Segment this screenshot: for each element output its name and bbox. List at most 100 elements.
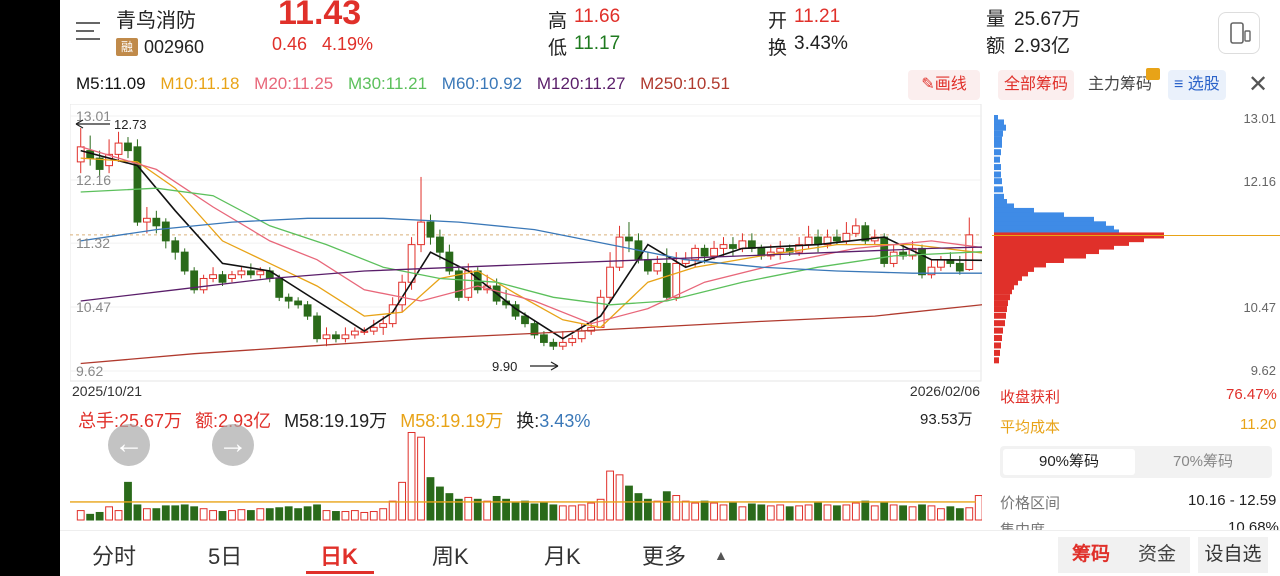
prev-arrow-button[interactable]: ← <box>108 424 150 466</box>
chip-bar <box>994 312 1006 319</box>
chip-bar <box>994 156 1000 163</box>
chip-bar <box>994 119 1004 126</box>
amount-label: 额 <box>986 36 1006 57</box>
volume-bar <box>445 493 454 521</box>
volume-bar <box>180 504 189 521</box>
volume-bar <box>341 511 350 521</box>
candle-body <box>833 236 841 242</box>
axis-labels-group: 13.01 12.16 11.32 10.47 9.62 12.73 9.90 2025/10… <box>72 108 980 399</box>
candle-body <box>662 262 671 298</box>
arrow-left-icon: ← <box>114 427 144 460</box>
volume-bar <box>464 496 473 521</box>
candle-body <box>672 262 681 298</box>
chip-bar <box>994 270 1028 277</box>
volume-bar <box>587 502 596 521</box>
volume-bar <box>965 507 974 521</box>
volume-bar <box>880 502 889 521</box>
high-arrow-head <box>75 119 84 129</box>
chip-bar <box>994 178 1002 185</box>
avg-cost-label: 平均成本 <box>1000 419 1061 436</box>
tab-monthly-k[interactable]: 月K <box>544 544 581 569</box>
chip-bar <box>994 320 1005 327</box>
chip-price-labels: 13.01 12.16 10.47 9.62 <box>1243 111 1276 378</box>
left-black-bar <box>0 0 60 576</box>
m20-line <box>80 146 982 325</box>
chip-bar <box>994 243 1114 250</box>
tab-5day[interactable]: 5日 <box>208 544 243 569</box>
volume-bar <box>303 506 312 521</box>
candle-body <box>161 221 170 242</box>
volume-bar <box>653 500 662 521</box>
volume-turn-label: 换: <box>516 411 540 431</box>
tab-more[interactable]: 更多 <box>642 544 687 569</box>
chip-percent-tabs: 90%筹码 70%筹码 <box>1000 446 1272 478</box>
ma-legend: M5:11.09 M10:11.18 M20:11.25 M30:11.21 M… <box>76 74 740 94</box>
candle-body <box>171 240 180 253</box>
volume-bar <box>672 495 681 521</box>
range-label: 价格区间 <box>1000 495 1061 512</box>
caret-up-icon[interactable]: ▲ <box>714 547 728 563</box>
tab-all-chips[interactable]: 全部筹码 <box>998 70 1075 100</box>
chip-bar <box>994 265 1034 272</box>
next-arrow-button[interactable]: → <box>212 424 254 466</box>
candle-body <box>521 315 529 325</box>
volume-m58-label: M58:19.19万 <box>284 411 388 431</box>
volume-total-label: 总手:25.67万 <box>78 411 183 431</box>
add-watchlist-button[interactable]: 设自选 <box>1198 537 1268 573</box>
chip-histogram: 13.01 12.16 10.47 9.62 <box>992 111 1280 378</box>
volume-bar <box>643 498 652 521</box>
volume-bar <box>209 510 217 521</box>
candle-body <box>729 244 737 249</box>
tab-90-chips[interactable]: 90%筹码 <box>1003 449 1135 475</box>
candle-body <box>256 270 265 276</box>
candlestick-chart[interactable]: 13.01 12.16 11.32 10.47 9.62 12.73 9.90 2025/10… <box>70 104 982 404</box>
y-tick-label: 13.01 <box>76 108 111 124</box>
candle-body <box>284 296 293 302</box>
volume-bar <box>908 506 917 521</box>
candle-body <box>237 270 246 276</box>
draw-line-button[interactable]: ✎画线 <box>908 70 980 100</box>
toolbox-button[interactable] <box>1218 12 1260 54</box>
volume-bar <box>710 502 718 521</box>
chip-bar <box>994 335 1002 342</box>
tab-weekly-k[interactable]: 周K <box>432 544 469 569</box>
volume-bar <box>171 505 180 521</box>
volume-bar <box>833 505 841 521</box>
tab-daily-k[interactable]: 日K <box>320 544 358 569</box>
draw-line-label: 画线 <box>934 76 967 93</box>
chip-price-label: 9.62 <box>1251 363 1276 378</box>
candle-body <box>454 270 463 298</box>
funds-button[interactable]: 资金 <box>1124 537 1190 573</box>
chip-bars-group <box>992 115 1280 364</box>
tab-intraday[interactable]: 分时 <box>92 544 137 569</box>
close-icon[interactable]: ✕ <box>1248 71 1269 98</box>
volume-bar <box>199 508 208 521</box>
chips-button[interactable]: 筹码 <box>1058 537 1124 573</box>
volume-bar <box>265 508 274 521</box>
candle-body <box>379 323 388 328</box>
stock-code: 002960 <box>144 37 205 57</box>
tab-select-stock[interactable]: ≡ 选股 <box>1168 70 1226 100</box>
high-value: 11.66 <box>574 6 621 27</box>
candle-body <box>350 330 359 336</box>
chip-bar <box>994 149 1001 156</box>
volume-bar <box>142 508 151 521</box>
volume-bar <box>823 504 832 521</box>
chip-bar <box>994 136 1002 143</box>
candle-body <box>625 236 633 242</box>
volume-bar <box>417 436 425 521</box>
candle-body <box>653 262 662 272</box>
volume-bar <box>313 504 321 521</box>
volume-chart[interactable] <box>70 428 982 522</box>
stock-name: 青鸟消防 <box>116 10 196 32</box>
volume-bar <box>785 506 794 521</box>
chip-bar <box>994 294 1010 301</box>
volume-bar <box>729 502 737 521</box>
filter-icon: ≡ <box>1174 76 1184 93</box>
tab-70-chips[interactable]: 70%筹码 <box>1172 453 1234 470</box>
tab-main-chips[interactable]: 主力筹码 <box>1088 76 1153 93</box>
candle-body <box>95 157 104 170</box>
chip-bar <box>994 193 1004 200</box>
menu-icon[interactable] <box>76 18 104 46</box>
candle-body <box>426 221 435 238</box>
